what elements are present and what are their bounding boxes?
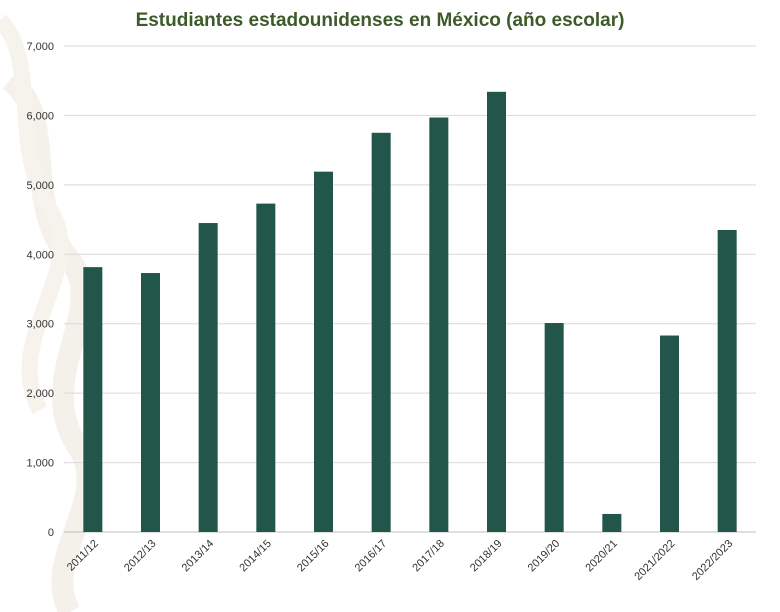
bar [544, 323, 564, 532]
bar [371, 132, 391, 533]
bar [83, 267, 103, 532]
bar [717, 229, 737, 532]
x-tick-label: 2022/2023 [690, 538, 735, 583]
x-tick-label: 2014/15 [237, 538, 274, 575]
chart-title: Estudiantes estadounidenses en México (a… [135, 10, 625, 31]
bar [198, 223, 218, 533]
bar [602, 513, 622, 532]
x-tick-label: 2017/18 [410, 538, 447, 575]
y-tick-label: 5,000 [26, 180, 54, 192]
y-axis-ticks: 0 1,000 2,000 3,000 4,000 5,000 6,000 7,000 [26, 41, 54, 539]
x-tick-label: 2011/12 [65, 538, 101, 574]
bar [429, 117, 449, 533]
bars [83, 91, 737, 533]
y-tick-label: 1,000 [26, 458, 54, 470]
y-tick-label: 0 [48, 527, 54, 539]
x-tick-label: 2019/20 [526, 538, 563, 575]
x-tick-label: 2015/16 [295, 538, 332, 575]
x-axis-ticks: 2011/12 2012/13 2013/14 2014/15 2015/16 2016/… [65, 538, 735, 583]
x-tick-label: 2013/14 [180, 538, 217, 575]
bar [487, 91, 506, 532]
y-tick-label: 4,000 [26, 249, 54, 261]
x-tick-label: 2012/13 [122, 538, 159, 575]
x-tick-label: 2020/21 [583, 538, 620, 575]
x-tick-label: 2016/17 [353, 538, 390, 575]
bar [141, 273, 160, 532]
y-tick-label: 3,000 [26, 319, 54, 331]
bar [256, 203, 276, 533]
x-tick-label: 2021/2022 [632, 538, 677, 583]
y-tick-label: 6,000 [26, 110, 54, 122]
x-tick-label: 2018/19 [468, 538, 505, 575]
gridlines [64, 45, 756, 533]
bar [314, 171, 333, 532]
bar [660, 335, 679, 532]
y-tick-label: 7,000 [26, 41, 54, 53]
y-tick-label: 2,000 [26, 388, 54, 400]
